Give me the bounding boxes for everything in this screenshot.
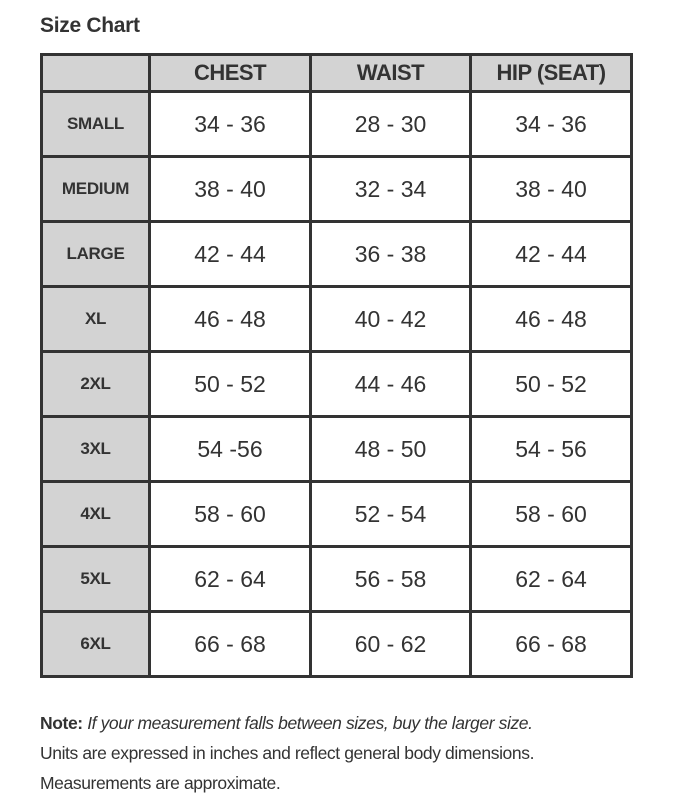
hip-cell: 34 - 36 — [469, 90, 633, 158]
waist-cell: 40 - 42 — [309, 285, 472, 353]
waist-cell: 36 - 38 — [309, 220, 472, 288]
hip-cell: 42 - 44 — [469, 220, 633, 288]
chest-cell: 58 - 60 — [148, 480, 312, 548]
table-row: MEDIUM 38 - 40 32 - 34 38 - 40 — [40, 155, 633, 223]
size-cell: MEDIUM — [40, 155, 151, 223]
table-row: SMALL 34 - 36 28 - 30 34 - 36 — [40, 90, 633, 158]
hip-cell: 58 - 60 — [469, 480, 633, 548]
header-size — [40, 53, 151, 93]
note-line-2: Units are expressed in inches and reflec… — [40, 743, 535, 763]
table-row: LARGE 42 - 44 36 - 38 42 - 44 — [40, 220, 633, 288]
waist-cell: 32 - 34 — [309, 155, 472, 223]
notes: Note: If your measurement falls between … — [40, 708, 534, 798]
page-title: Size Chart — [40, 14, 140, 37]
table-row: 4XL 58 - 60 52 - 54 58 - 60 — [40, 480, 633, 548]
header-waist: WAIST — [309, 53, 472, 93]
hip-cell: 54 - 56 — [469, 415, 633, 483]
header-hip: HIP (SEAT) — [469, 53, 633, 93]
waist-cell: 44 - 46 — [309, 350, 472, 418]
waist-cell: 60 - 62 — [309, 610, 472, 678]
table-row: 2XL 50 - 52 44 - 46 50 - 52 — [40, 350, 633, 418]
waist-cell: 28 - 30 — [309, 90, 472, 158]
waist-cell: 56 - 58 — [309, 545, 472, 613]
chest-cell: 54 -56 — [148, 415, 312, 483]
note-italic: If your measurement falls between sizes,… — [87, 713, 533, 733]
waist-cell: 48 - 50 — [309, 415, 472, 483]
note-line-3: Measurements are approximate. — [40, 773, 281, 793]
chest-cell: 66 - 68 — [148, 610, 312, 678]
chest-cell: 50 - 52 — [148, 350, 312, 418]
hip-cell: 62 - 64 — [469, 545, 633, 613]
hip-cell: 38 - 40 — [469, 155, 633, 223]
size-cell: 5XL — [40, 545, 151, 613]
note-label: Note: — [40, 713, 83, 733]
hip-cell: 46 - 48 — [469, 285, 633, 353]
chest-cell: 34 - 36 — [148, 90, 312, 158]
hip-cell: 50 - 52 — [469, 350, 633, 418]
size-cell: 3XL — [40, 415, 151, 483]
size-cell: 2XL — [40, 350, 151, 418]
table-row: 3XL 54 -56 48 - 50 54 - 56 — [40, 415, 633, 483]
chest-cell: 62 - 64 — [148, 545, 312, 613]
table-row: 5XL 62 - 64 56 - 58 62 - 64 — [40, 545, 633, 613]
chest-cell: 42 - 44 — [148, 220, 312, 288]
waist-cell: 52 - 54 — [309, 480, 472, 548]
chest-cell: 38 - 40 — [148, 155, 312, 223]
size-cell: XL — [40, 285, 151, 353]
size-cell: LARGE — [40, 220, 151, 288]
header-chest: CHEST — [148, 53, 312, 93]
size-cell: SMALL — [40, 90, 151, 158]
table-header-row: CHEST WAIST HIP (SEAT) — [40, 53, 633, 93]
hip-cell: 66 - 68 — [469, 610, 633, 678]
table-row: 6XL 66 - 68 60 - 62 66 - 68 — [40, 610, 633, 678]
note-line-1: Note: If your measurement falls between … — [40, 708, 534, 738]
table-row: XL 46 - 48 40 - 42 46 - 48 — [40, 285, 633, 353]
size-cell: 4XL — [40, 480, 151, 548]
size-chart-table: CHEST WAIST HIP (SEAT) SMALL 34 - 36 28 - … — [40, 53, 633, 678]
chest-cell: 46 - 48 — [148, 285, 312, 353]
size-cell: 6XL — [40, 610, 151, 678]
